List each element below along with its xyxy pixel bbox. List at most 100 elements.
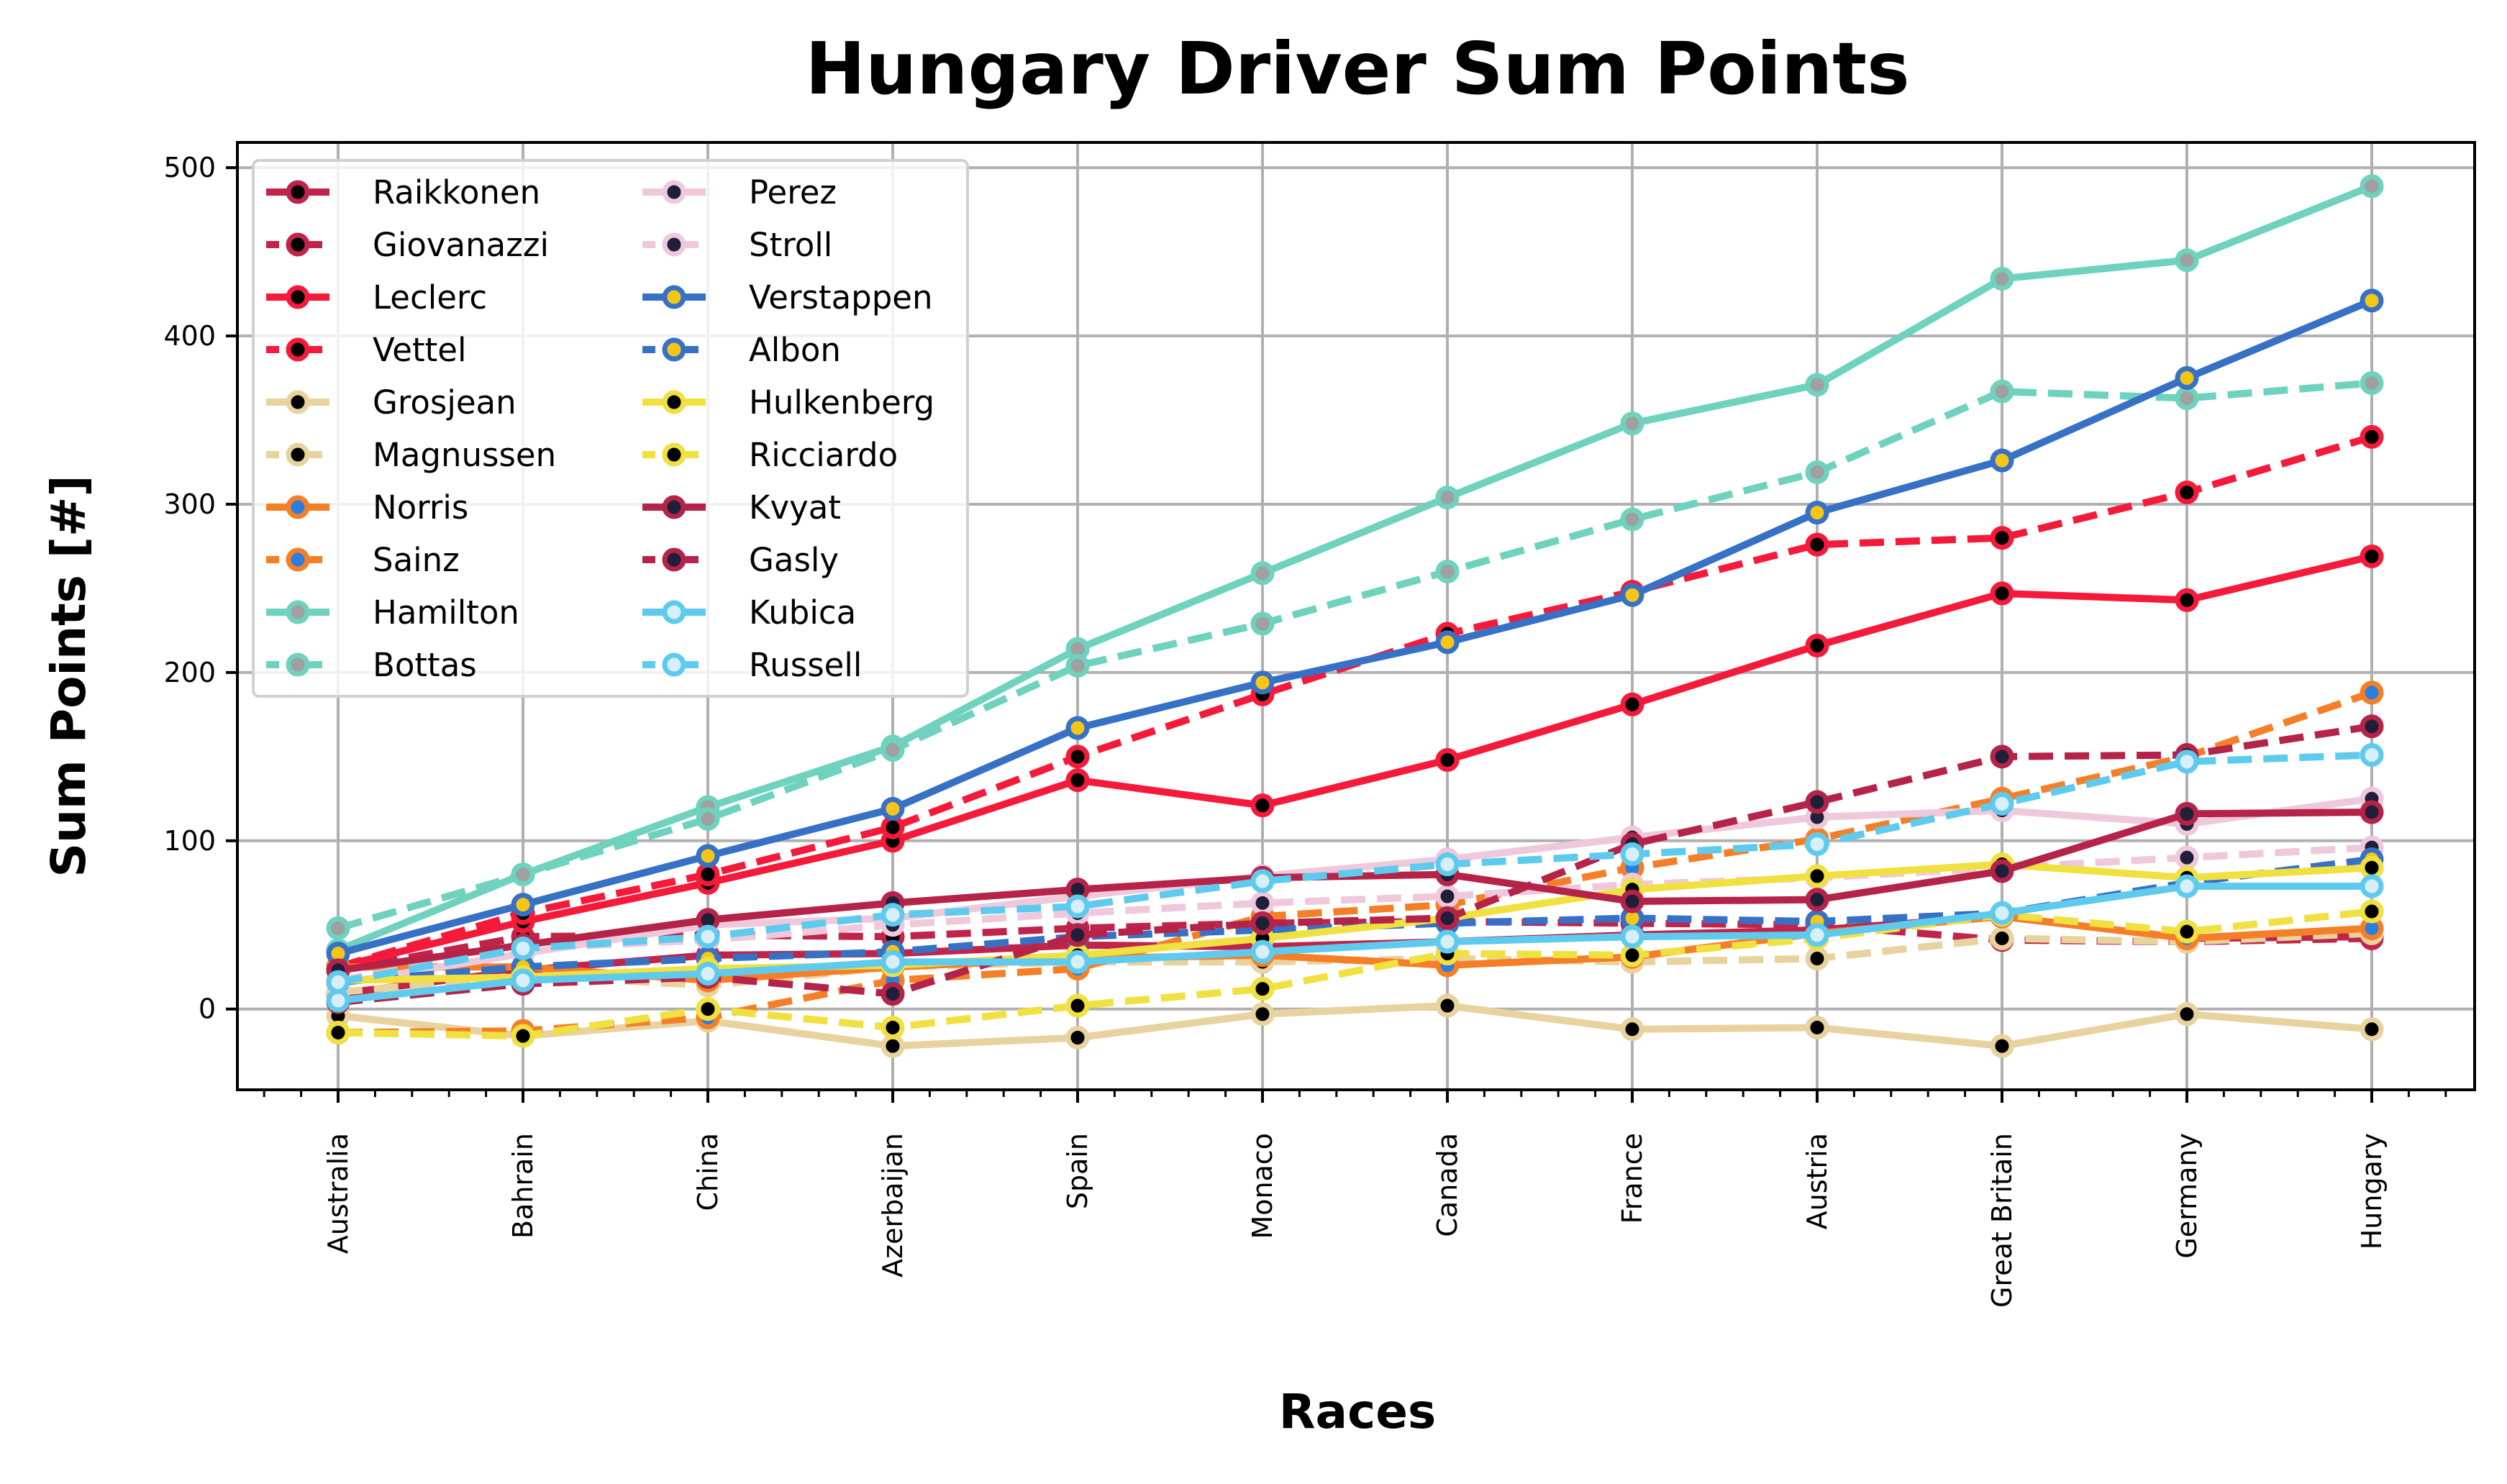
legend-item: Hamilton bbox=[266, 593, 519, 632]
x-axis-ticks: Australia Bahrain China Azerbaijan Spain Mona… bbox=[263, 1090, 2447, 1308]
data-point bbox=[1990, 1034, 2014, 1058]
data-point bbox=[1805, 532, 1829, 557]
data-point bbox=[1805, 947, 1829, 971]
legend-item: Grosjean bbox=[266, 383, 517, 422]
legend-item: Hulkenberg bbox=[642, 383, 934, 422]
series-line-leclerc bbox=[337, 552, 2373, 971]
legend-label: Albon bbox=[749, 331, 841, 369]
data-point bbox=[1620, 889, 1644, 914]
data-point bbox=[1065, 894, 1090, 919]
data-point bbox=[2360, 800, 2384, 824]
data-point bbox=[881, 796, 905, 821]
data-point bbox=[881, 815, 905, 839]
legend-label: Verstappen bbox=[749, 278, 932, 317]
data-point bbox=[511, 893, 535, 917]
series-kubica bbox=[326, 874, 2384, 1013]
legend-label: Grosjean bbox=[373, 383, 517, 422]
data-point bbox=[2175, 1002, 2199, 1026]
data-point bbox=[2360, 424, 2384, 449]
chart-title: Hungary Driver Sum Points bbox=[805, 27, 1909, 111]
data-point bbox=[2175, 248, 2199, 273]
data-point bbox=[1065, 768, 1090, 793]
data-point bbox=[2360, 855, 2384, 880]
data-point bbox=[2175, 588, 2199, 612]
data-point bbox=[2360, 874, 2384, 898]
legend-item: Raikkonen bbox=[266, 173, 540, 211]
data-point bbox=[1805, 923, 1829, 947]
data-point bbox=[1065, 923, 1090, 947]
data-point bbox=[1990, 448, 2014, 473]
legend-item: Ricciardo bbox=[642, 436, 898, 474]
data-point bbox=[1065, 745, 1090, 769]
data-point bbox=[2175, 481, 2199, 505]
legend-marker bbox=[662, 285, 686, 309]
data-point bbox=[1065, 716, 1090, 740]
y-axis-ticks: 0 100 200 300 400 500 bbox=[163, 152, 237, 1025]
series-verstappen bbox=[326, 288, 2384, 966]
legend-label: Bottas bbox=[373, 646, 477, 684]
legend-marker bbox=[286, 337, 310, 362]
data-point bbox=[1990, 859, 2014, 883]
series-line-bottas bbox=[337, 379, 2372, 932]
legend-item: Verstappen bbox=[642, 278, 932, 317]
data-point bbox=[2360, 544, 2384, 568]
legend-marker bbox=[286, 442, 310, 467]
legend-label: Russell bbox=[749, 646, 862, 684]
data-point bbox=[1805, 888, 1829, 912]
legend-item: Russell bbox=[642, 646, 862, 684]
legend-label: Gasly bbox=[749, 541, 839, 579]
y-tick-label: 200 bbox=[163, 657, 216, 688]
data-point bbox=[2360, 680, 2384, 705]
data-point bbox=[2360, 174, 2384, 199]
legend-label: Perez bbox=[749, 173, 837, 211]
y-tick-label: 400 bbox=[163, 320, 216, 352]
data-point bbox=[1805, 501, 1829, 525]
legend-item: Kvyat bbox=[642, 488, 841, 527]
series-line-perez bbox=[337, 795, 2372, 988]
data-point bbox=[1250, 869, 1275, 893]
data-point bbox=[1620, 943, 1644, 968]
legend-item: Sainz bbox=[266, 541, 460, 579]
legend-marker bbox=[662, 337, 686, 362]
data-point bbox=[1990, 526, 2014, 550]
legend-label: Magnussen bbox=[373, 436, 556, 474]
data-point bbox=[2175, 386, 2199, 411]
legend-marker bbox=[286, 547, 310, 572]
data-point bbox=[1250, 1002, 1275, 1026]
data-point bbox=[1620, 1017, 1644, 1042]
x-tick-label: Canada bbox=[1432, 1133, 1463, 1237]
data-point bbox=[2360, 899, 2384, 924]
legend-item: Leclerc bbox=[266, 278, 487, 317]
data-point bbox=[2360, 371, 2384, 396]
x-tick-label: China bbox=[692, 1133, 724, 1211]
data-point bbox=[1620, 842, 1644, 867]
legend-label: Ricciardo bbox=[749, 436, 898, 474]
x-tick-label: Germany bbox=[2171, 1133, 2203, 1259]
legend-item: Perez bbox=[642, 173, 837, 211]
x-tick-label: France bbox=[1616, 1133, 1648, 1224]
data-point bbox=[2175, 919, 2199, 944]
legend-label: Hamilton bbox=[373, 593, 519, 632]
data-point bbox=[696, 962, 720, 986]
data-point bbox=[1250, 670, 1275, 695]
legend-label: Hulkenberg bbox=[749, 383, 934, 422]
data-point bbox=[1990, 745, 2014, 769]
data-point bbox=[1805, 633, 1829, 657]
data-point bbox=[881, 737, 905, 762]
legend-label: Stroll bbox=[749, 226, 832, 264]
x-tick-label: Azerbaijan bbox=[877, 1133, 909, 1278]
series-line-hamilton bbox=[337, 183, 2373, 954]
legend-label: Sainz bbox=[373, 541, 460, 579]
legend-label: Vettel bbox=[373, 331, 466, 369]
legend-label: Giovanazzi bbox=[373, 226, 549, 264]
legend-item: Kubica bbox=[642, 593, 856, 632]
legend-marker bbox=[286, 232, 310, 257]
data-point bbox=[1065, 950, 1090, 974]
data-point bbox=[696, 862, 720, 887]
data-point bbox=[2360, 288, 2384, 313]
data-point bbox=[696, 806, 720, 831]
data-point bbox=[2175, 801, 2199, 826]
data-point bbox=[1250, 977, 1275, 1001]
data-point bbox=[1620, 583, 1644, 607]
